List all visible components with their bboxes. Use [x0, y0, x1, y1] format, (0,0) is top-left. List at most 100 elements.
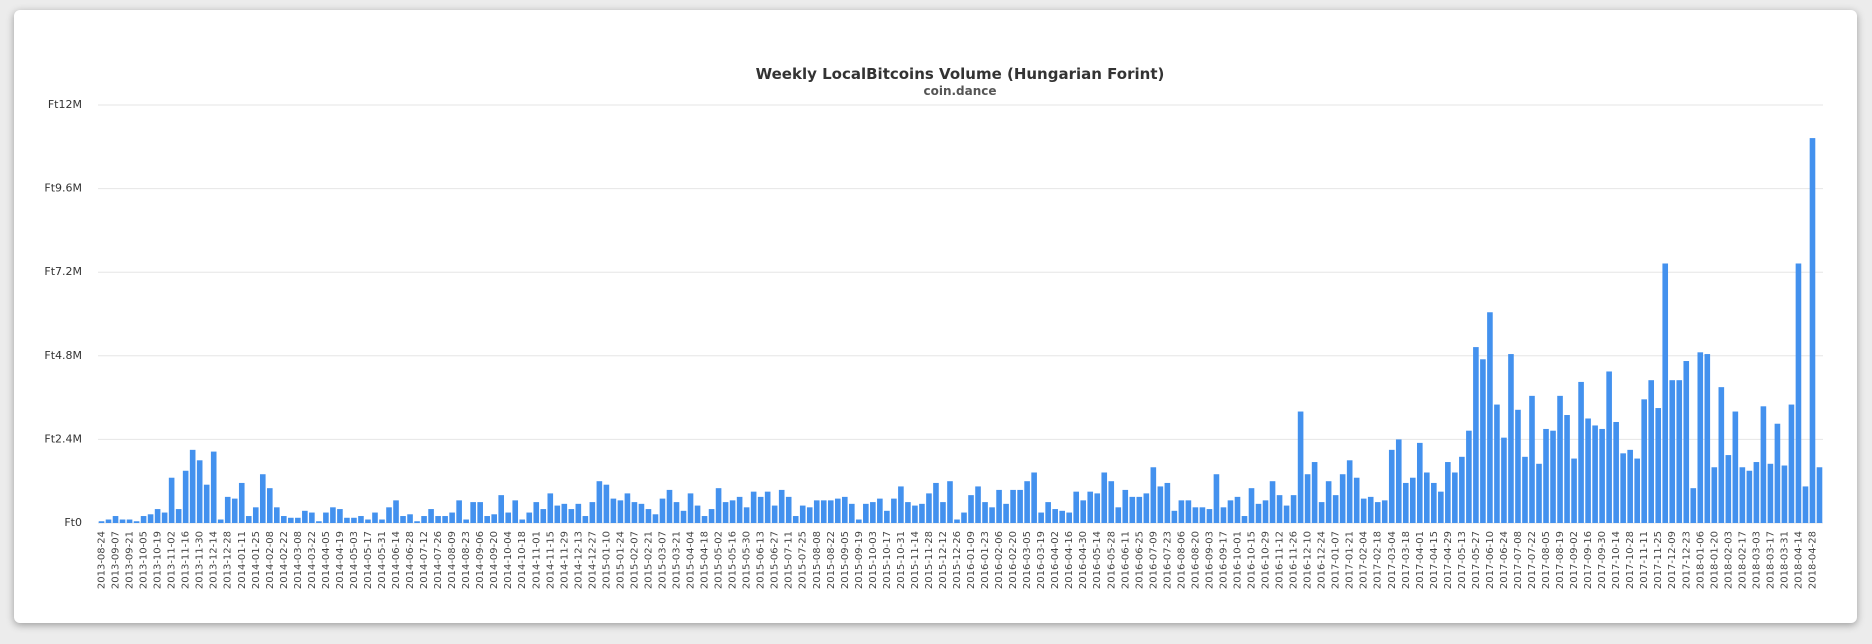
bar [596, 481, 603, 523]
bar [1522, 456, 1528, 523]
x-tick-label: 2016-04-16 [1064, 531, 1075, 589]
x-tick-label: 2017-01-21 [1345, 531, 1356, 589]
x-tick-label: 2017-03-18 [1401, 531, 1412, 589]
bar [1711, 467, 1718, 523]
y-tick-label: Ft7.2M [44, 265, 82, 278]
bar [1431, 482, 1437, 523]
bar [1473, 347, 1479, 523]
bar [785, 496, 792, 523]
chart-title: Weekly LocalBitcoins Volume (Hungarian F… [756, 65, 1165, 83]
bar [238, 482, 245, 523]
x-tick-label: 2014-09-20 [489, 531, 500, 589]
bar [1087, 491, 1094, 523]
x-tick-label: 2017-12-09 [1667, 531, 1678, 589]
bar [1788, 404, 1795, 523]
x-tick-label: 2016-02-06 [994, 531, 1005, 589]
bar [1424, 472, 1430, 523]
x-tick-label: 2014-11-29 [559, 531, 570, 589]
x-tick-label: 2017-10-28 [1625, 531, 1636, 589]
x-tick-label: 2016-08-20 [1190, 531, 1201, 589]
bar [799, 505, 806, 523]
bar [1697, 352, 1704, 523]
bar [1045, 502, 1051, 523]
bar [154, 509, 161, 523]
bar [912, 505, 918, 523]
bar [708, 509, 715, 523]
x-tick-label: 2017-02-04 [1359, 531, 1370, 589]
x-tick-label: 2013-09-07 [111, 531, 122, 589]
bar [372, 512, 378, 523]
x-tick-label: 2017-02-18 [1373, 531, 1384, 589]
bar [1031, 472, 1037, 523]
bar [1529, 395, 1535, 523]
bar [435, 516, 441, 523]
x-tick-label: 2014-05-31 [377, 531, 388, 589]
bar [210, 451, 217, 523]
bar [736, 496, 743, 523]
bar [1662, 263, 1669, 523]
x-tick-label: 2016-04-30 [1078, 531, 1089, 589]
bar [456, 500, 462, 523]
bar [996, 489, 1002, 523]
x-tick-label: 2016-01-09 [966, 531, 977, 589]
bar [1059, 510, 1065, 523]
bar [1536, 463, 1542, 523]
bar [1101, 472, 1108, 523]
bar [1115, 507, 1122, 523]
x-tick-label: 2017-07-08 [1513, 531, 1524, 589]
bar [1578, 381, 1584, 523]
bar [870, 502, 876, 523]
bar [1066, 512, 1072, 523]
bar [393, 500, 399, 523]
bar [1073, 491, 1080, 523]
bar [1774, 423, 1781, 523]
bar [1571, 458, 1577, 523]
bar [1297, 411, 1304, 523]
x-tick-label: 2015-05-02 [714, 531, 725, 589]
bar [259, 474, 266, 523]
bar [631, 502, 638, 523]
bar [1753, 462, 1760, 523]
x-tick-label: 2016-10-01 [1232, 531, 1243, 589]
bar [1634, 458, 1640, 523]
bar [1262, 500, 1269, 523]
x-tick-label: 2014-05-03 [349, 531, 360, 589]
x-tick-label: 2013-10-05 [139, 531, 150, 589]
x-tick-label: 2016-04-02 [1050, 531, 1061, 589]
bar [743, 507, 750, 523]
bar [701, 516, 708, 523]
x-tick-label: 2015-02-07 [629, 531, 640, 589]
bar [421, 516, 427, 523]
bar [1480, 359, 1486, 523]
bar [645, 509, 652, 523]
bar [1550, 430, 1556, 523]
bar [589, 502, 596, 523]
bar [898, 486, 904, 523]
x-tick-label: 2015-06-27 [770, 531, 781, 589]
bar [547, 493, 554, 523]
x-tick-label: 2014-01-11 [237, 531, 248, 589]
x-tick-label: 2017-09-16 [1583, 531, 1594, 589]
bar [1171, 510, 1178, 523]
x-tick-label: 2015-11-28 [924, 531, 935, 589]
bar [358, 516, 364, 523]
bar [533, 502, 540, 523]
bar [1290, 495, 1297, 523]
bar [806, 507, 813, 523]
x-tick-label: 2018-03-03 [1751, 531, 1762, 589]
bar [477, 502, 483, 523]
bar [1304, 474, 1311, 523]
bar [112, 516, 119, 523]
bar [1220, 507, 1227, 523]
x-tick-label: 2018-04-14 [1793, 531, 1804, 589]
bar [1409, 477, 1416, 523]
x-tick-label: 2017-06-24 [1499, 531, 1510, 589]
bar [771, 505, 778, 523]
bar [1318, 502, 1325, 523]
x-tick-label: 2014-02-08 [265, 531, 276, 589]
bar [954, 519, 960, 523]
bar [1683, 361, 1690, 523]
bar [1501, 437, 1507, 523]
x-tick-label: 2017-05-13 [1457, 531, 1468, 589]
